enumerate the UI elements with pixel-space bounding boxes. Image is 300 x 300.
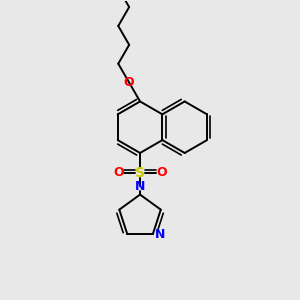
Text: O: O: [157, 166, 167, 179]
Text: O: O: [124, 76, 134, 89]
Text: N: N: [135, 180, 145, 193]
Text: S: S: [135, 166, 145, 180]
Text: O: O: [113, 166, 124, 179]
Text: N: N: [155, 227, 165, 241]
